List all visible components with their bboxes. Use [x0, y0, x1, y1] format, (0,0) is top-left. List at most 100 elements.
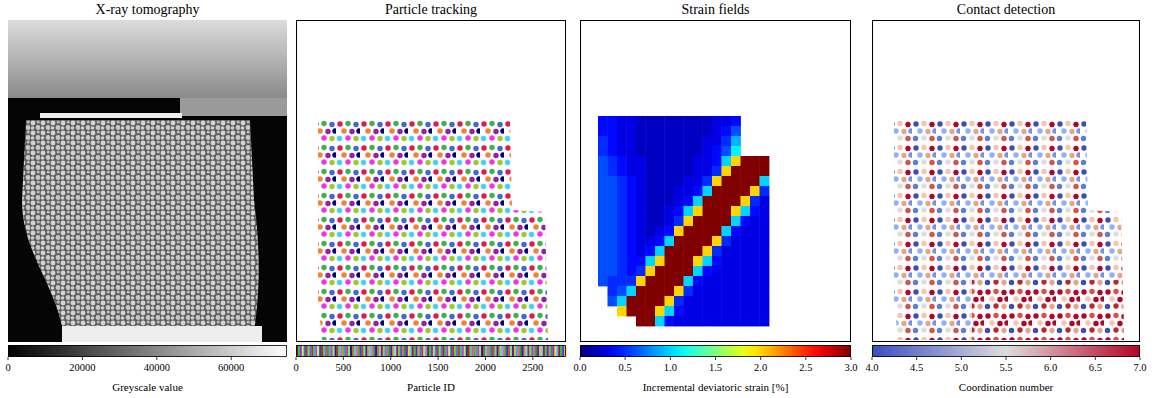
cell — [722, 236, 732, 246]
cell — [703, 176, 713, 186]
cell — [636, 206, 646, 216]
colorbar-stripe — [325, 345, 327, 357]
cell — [693, 286, 703, 296]
cell — [674, 176, 684, 186]
cell — [636, 216, 646, 226]
cell — [684, 146, 694, 156]
tick-label: 5.0 — [955, 362, 968, 373]
cell — [598, 256, 608, 266]
cell — [741, 216, 751, 226]
cell — [655, 286, 665, 296]
cell — [693, 216, 703, 226]
cell — [684, 136, 694, 146]
colorbar-stripe — [311, 345, 313, 357]
cell — [665, 136, 675, 146]
tick — [390, 357, 391, 360]
colorbar-stripe — [475, 345, 477, 357]
cell — [598, 236, 608, 246]
cell — [636, 136, 646, 146]
tick — [715, 357, 716, 360]
tick-label: 4.0 — [865, 362, 878, 373]
cell — [722, 196, 732, 206]
colorbar-stripe — [385, 345, 387, 357]
cell — [760, 316, 770, 326]
colorbar-stripe — [321, 345, 323, 357]
cell — [636, 156, 646, 166]
cell — [655, 196, 665, 206]
colorbar-stripe — [522, 345, 524, 357]
cell — [712, 276, 722, 286]
colorbar-stripe — [342, 345, 344, 357]
colorbar-stripe — [539, 345, 541, 357]
cell — [750, 166, 760, 176]
cell — [646, 156, 656, 166]
cell — [731, 196, 741, 206]
specimen — [318, 118, 548, 340]
top-platen — [8, 20, 287, 98]
cell — [693, 256, 703, 266]
colorbar-stripe — [310, 345, 312, 357]
cell — [608, 266, 618, 276]
cell — [655, 316, 665, 326]
cell — [646, 256, 656, 266]
tick — [156, 357, 157, 360]
colorbar-stripe — [489, 345, 491, 357]
cell — [712, 286, 722, 296]
cell — [731, 136, 741, 146]
colorbar-stripe — [400, 345, 402, 357]
colorbar-stripe — [473, 345, 475, 357]
cell — [722, 276, 732, 286]
cell — [712, 186, 722, 196]
colorbar-stripe — [458, 345, 460, 357]
cell — [646, 146, 656, 156]
tick — [851, 357, 852, 360]
colorbar-stripe — [479, 345, 481, 357]
cell — [722, 246, 732, 256]
cell — [674, 296, 684, 306]
cell — [636, 256, 646, 266]
colorbar-stripe — [412, 345, 414, 357]
tick-label: 0 — [293, 362, 298, 373]
cell — [693, 306, 703, 316]
cell — [627, 226, 637, 236]
cell — [703, 266, 713, 276]
cell — [703, 286, 713, 296]
cell — [750, 186, 760, 196]
colorbar-stripe — [441, 345, 443, 357]
cell — [750, 266, 760, 276]
cell — [684, 306, 694, 316]
cell — [608, 126, 618, 136]
cell — [731, 206, 741, 216]
cell — [750, 316, 760, 326]
colorbar-stripe — [558, 345, 560, 357]
tick — [580, 357, 581, 360]
cell — [703, 206, 713, 216]
colorbar-stripe — [470, 345, 472, 357]
cell — [760, 246, 770, 256]
cell — [665, 226, 675, 236]
tick-label: 1.0 — [664, 362, 677, 373]
cell — [617, 216, 627, 226]
colorbar-stripe — [427, 345, 429, 357]
colorbar-stripe — [508, 345, 510, 357]
cell — [712, 146, 722, 156]
cell — [598, 226, 608, 236]
colorbar-stripe — [329, 345, 331, 357]
cell — [646, 196, 656, 206]
cell — [636, 306, 646, 316]
cell — [636, 226, 646, 236]
cell — [741, 176, 751, 186]
cell — [617, 266, 627, 276]
cell — [646, 116, 656, 126]
colorbar-stripe — [350, 345, 352, 357]
cell — [712, 246, 722, 256]
colorbar-stripe — [331, 345, 333, 357]
scan-background — [8, 20, 287, 342]
specimen — [22, 120, 259, 326]
cell — [693, 206, 703, 216]
colorbar-stripe — [445, 345, 447, 357]
cell — [693, 196, 703, 206]
cell — [598, 186, 608, 196]
colorbar-stripe — [483, 345, 485, 357]
colorbar-stripe — [545, 345, 547, 357]
